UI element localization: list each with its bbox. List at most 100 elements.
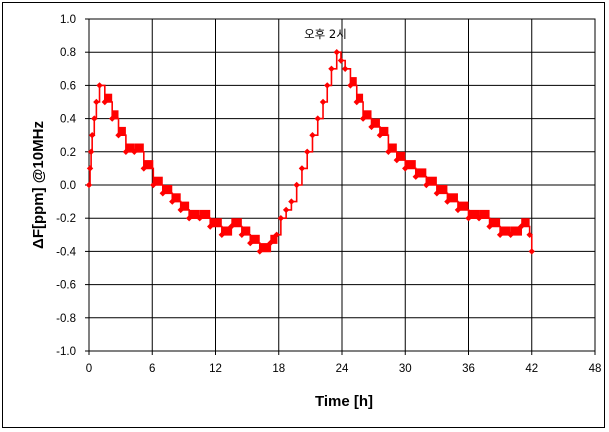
series-band bbox=[250, 234, 260, 244]
data-point bbox=[347, 82, 354, 89]
series-band bbox=[350, 77, 357, 86]
data-point bbox=[333, 49, 340, 56]
data-point bbox=[140, 165, 148, 172]
x-tick-label: 30 bbox=[399, 363, 412, 375]
axis-ticks bbox=[85, 18, 596, 355]
data-point bbox=[115, 132, 122, 139]
series-band bbox=[241, 226, 251, 235]
y-tick-label: 0.8 bbox=[60, 47, 76, 59]
data-point bbox=[393, 156, 401, 164]
series-band bbox=[153, 176, 163, 185]
data-point bbox=[454, 206, 462, 214]
series-band bbox=[356, 93, 364, 102]
data-point bbox=[328, 65, 335, 72]
data-point bbox=[518, 223, 525, 230]
x-tick-label: 6 bbox=[149, 363, 155, 375]
data-point bbox=[256, 248, 263, 255]
chart-svg: 0 6 12 18 24 30 36 42 48 1.0 0.8 0.6 0.4 0.2 0.0 -0.2 -… bbox=[30, 14, 602, 410]
y-axis-title: ΔF[ppm] @10MHz bbox=[30, 121, 47, 249]
data-point bbox=[353, 98, 360, 106]
data-point bbox=[288, 198, 295, 205]
series-band bbox=[388, 143, 397, 152]
series-layer bbox=[85, 49, 535, 255]
series-band bbox=[500, 226, 511, 235]
data-point bbox=[207, 223, 214, 230]
data-point bbox=[314, 115, 321, 122]
data-point bbox=[228, 223, 235, 230]
series-band bbox=[447, 193, 458, 202]
x-tick-label: 24 bbox=[336, 363, 349, 375]
data-point bbox=[277, 215, 285, 222]
data-point bbox=[169, 198, 176, 205]
series-band bbox=[189, 209, 200, 219]
data-point bbox=[159, 190, 166, 197]
series-band bbox=[199, 209, 211, 219]
data-point bbox=[507, 231, 514, 238]
y-tick-label: 0.4 bbox=[60, 114, 77, 126]
x-tick-label: 0 bbox=[86, 363, 92, 375]
data-point bbox=[368, 123, 375, 131]
y-tick-label: -0.8 bbox=[56, 313, 76, 325]
x-tick-label: 48 bbox=[589, 363, 602, 375]
data-point bbox=[324, 82, 331, 89]
data-point bbox=[385, 148, 392, 155]
data-point bbox=[177, 206, 184, 214]
x-tick-label: 42 bbox=[525, 363, 538, 375]
data-point bbox=[88, 132, 96, 139]
data-point bbox=[196, 215, 203, 222]
data-point bbox=[496, 231, 504, 238]
data-point bbox=[150, 181, 157, 189]
y-tick-label: 0.0 bbox=[60, 180, 76, 192]
y-tick-label: -0.2 bbox=[56, 213, 76, 225]
series-band bbox=[231, 218, 242, 227]
series-band bbox=[143, 160, 154, 169]
data-point bbox=[444, 198, 451, 205]
data-point bbox=[341, 65, 349, 72]
series-band bbox=[379, 126, 389, 136]
data-point bbox=[293, 181, 300, 189]
data-point bbox=[86, 165, 94, 172]
series-band bbox=[436, 185, 448, 194]
y-tick-label: -0.4 bbox=[56, 246, 76, 258]
data-point bbox=[526, 231, 533, 238]
data-point bbox=[528, 248, 535, 255]
y-tick-labels: 1.0 0.8 0.6 0.4 0.2 0.0 -0.2 -0.4 -0.6 -0.8 -1.0 bbox=[56, 14, 76, 358]
series-band bbox=[426, 176, 437, 185]
data-point bbox=[131, 148, 138, 155]
y-tick-label: -1.0 bbox=[56, 346, 76, 358]
data-point bbox=[465, 215, 472, 222]
series-band bbox=[521, 218, 530, 227]
data-point bbox=[91, 115, 98, 122]
data-point bbox=[359, 115, 367, 122]
data-point bbox=[282, 206, 290, 214]
series-band bbox=[172, 193, 181, 202]
series-band bbox=[162, 185, 173, 194]
data-point bbox=[238, 231, 246, 238]
data-point bbox=[185, 215, 193, 222]
data-point bbox=[402, 165, 409, 172]
series-band bbox=[489, 218, 501, 227]
data-point bbox=[122, 148, 130, 155]
series-band bbox=[457, 201, 469, 210]
series-band bbox=[371, 118, 380, 127]
series-group bbox=[85, 49, 535, 255]
series-band bbox=[363, 110, 372, 119]
data-point bbox=[337, 57, 345, 64]
data-point bbox=[486, 223, 493, 230]
x-axis-title: Time [h] bbox=[315, 393, 373, 410]
series-band bbox=[405, 160, 416, 169]
y-tick-label: 0.2 bbox=[60, 147, 76, 159]
data-point bbox=[304, 148, 311, 155]
series-band bbox=[112, 110, 119, 119]
series-band bbox=[118, 126, 126, 136]
data-point bbox=[218, 231, 226, 238]
data-point bbox=[412, 173, 419, 180]
series-band bbox=[180, 201, 190, 210]
series-band bbox=[479, 209, 490, 219]
x-tick-labels: 0 6 12 18 24 30 36 42 48 bbox=[86, 363, 602, 375]
series-band bbox=[259, 243, 271, 252]
data-point bbox=[376, 132, 384, 139]
y-tick-label: 0.6 bbox=[60, 80, 76, 92]
data-point bbox=[87, 148, 95, 155]
data-point bbox=[309, 132, 316, 139]
